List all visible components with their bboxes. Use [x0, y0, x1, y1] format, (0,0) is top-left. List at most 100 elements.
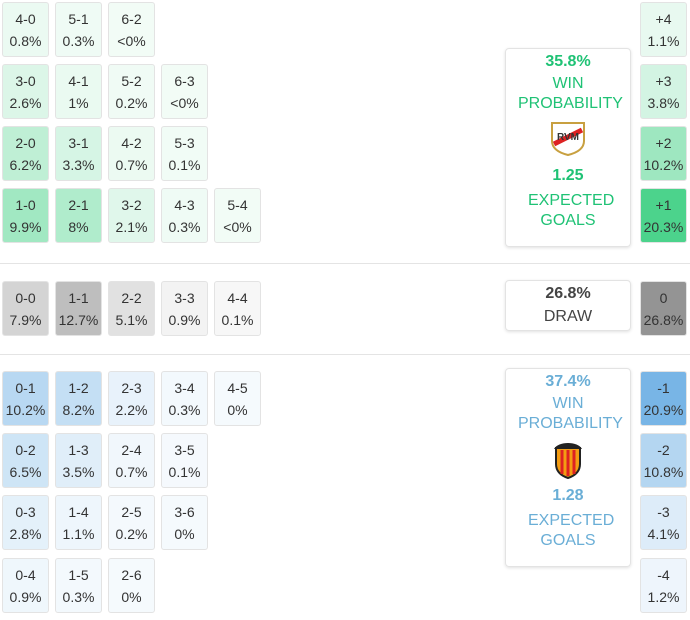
margin-cell: -4 1.2%: [640, 558, 687, 613]
label: 1-5: [68, 567, 89, 583]
score-cell: 3-4 0.3%: [161, 371, 208, 426]
label: 0-1: [15, 380, 36, 396]
label: 6-2: [121, 11, 142, 27]
label: 2-3: [121, 380, 142, 396]
score-cell: 1-1 12.7%: [55, 281, 102, 336]
away-xg: 1.28: [552, 487, 584, 504]
score-cell: 4-4 0.1%: [214, 281, 261, 336]
score-cell: 3-5 0.1%: [161, 433, 208, 488]
label: 4-0: [15, 11, 36, 27]
margin-cell: -2 10.8%: [640, 433, 687, 488]
probability: <0%: [223, 219, 252, 235]
score-cell: 1-0 9.9%: [2, 188, 49, 243]
probability: 0.3%: [62, 589, 95, 605]
draw-label: DRAW: [543, 308, 593, 325]
label: 3-5: [174, 442, 195, 458]
label: 4-5: [227, 380, 248, 396]
probability: 8.2%: [62, 402, 95, 418]
probability: 5.1%: [115, 312, 148, 328]
probability: 0.7%: [115, 157, 148, 173]
score-cell: 1-4 1.1%: [55, 495, 102, 550]
label: 4-4: [227, 290, 248, 306]
score-cell: 1-5 0.3%: [55, 558, 102, 613]
separator: [0, 263, 690, 264]
probability: 0.1%: [221, 312, 254, 328]
label: -1: [657, 380, 670, 396]
label: +1: [655, 197, 672, 213]
score-cell: 0-2 6.5%: [2, 433, 49, 488]
probability: 6.2%: [9, 157, 42, 173]
label: 1-1: [68, 290, 89, 306]
score-cell: 3-1 3.3%: [55, 126, 102, 181]
probability: 2.2%: [115, 402, 148, 418]
probability: 0.1%: [168, 464, 201, 480]
probability: 0.1%: [168, 157, 201, 173]
probability: 0.3%: [62, 33, 95, 49]
label: +3: [655, 73, 672, 89]
probability: 20.9%: [643, 402, 684, 418]
probability: <0%: [170, 95, 199, 111]
label: 1-3: [68, 442, 89, 458]
label: 6-3: [174, 73, 195, 89]
score-cell: 6-2 <0%: [108, 2, 155, 57]
probability: 0.9%: [9, 589, 42, 605]
probability: 1.1%: [647, 33, 680, 49]
probability: 2.1%: [115, 219, 148, 235]
label: 3-4: [174, 380, 195, 396]
home-label: WIN PROBABILITY: [518, 75, 623, 112]
score-cell: 5-4 <0%: [214, 188, 261, 243]
label: 2-5: [121, 504, 142, 520]
probability: 1.1%: [62, 526, 95, 542]
score-cell: 3-3 0.9%: [161, 281, 208, 336]
probability: 0%: [227, 402, 248, 418]
probability: 3.8%: [647, 95, 680, 111]
probability: 2.6%: [9, 95, 42, 111]
score-cell: 2-0 6.2%: [2, 126, 49, 181]
probability: 12.7%: [58, 312, 99, 328]
label: +4: [655, 11, 672, 27]
score-cell: 3-6 0%: [161, 495, 208, 550]
home-probability: 35.8%: [545, 53, 591, 70]
label: 5-1: [68, 11, 89, 27]
probability: <0%: [117, 33, 146, 49]
score-cell: 6-3 <0%: [161, 64, 208, 119]
draw-card: 26.8% DRAW: [505, 280, 631, 331]
score-cell: 4-3 0.3%: [161, 188, 208, 243]
label: 0: [659, 290, 668, 306]
score-cell: 1-3 3.5%: [55, 433, 102, 488]
probability: 4.1%: [647, 526, 680, 542]
label: 1-4: [68, 504, 89, 520]
away-label: WIN PROBABILITY: [518, 395, 623, 432]
score-cell: 3-0 2.6%: [2, 64, 49, 119]
probability: 9.9%: [9, 219, 42, 235]
score-cell: 2-5 0.2%: [108, 495, 155, 550]
label: 2-0: [15, 135, 36, 151]
score-cell: 4-0 0.8%: [2, 2, 49, 57]
margin-cell: +4 1.1%: [640, 2, 687, 57]
label: 3-0: [15, 73, 36, 89]
score-cell: 2-6 0%: [108, 558, 155, 613]
label: 3-1: [68, 135, 89, 151]
label: 2-4: [121, 442, 142, 458]
probability: 3.3%: [62, 157, 95, 173]
margin-cell: +1 20.3%: [640, 188, 687, 243]
score-cell: 4-1 1%: [55, 64, 102, 119]
label: 1-2: [68, 380, 89, 396]
margin-cell: +2 10.2%: [640, 126, 687, 181]
separator: [0, 354, 690, 355]
score-cell: 2-1 8%: [55, 188, 102, 243]
probability: 1%: [68, 95, 89, 111]
svg-text:RVM: RVM: [557, 132, 579, 143]
label: 2-6: [121, 567, 142, 583]
probability: 0.8%: [9, 33, 42, 49]
label: -4: [657, 567, 670, 583]
score-cell: 4-5 0%: [214, 371, 261, 426]
label: 0-4: [15, 567, 36, 583]
probability: 3.5%: [62, 464, 95, 480]
label: 1-0: [15, 197, 36, 213]
home-card: 35.8% WIN PROBABILITY RVM 1.25 EXPECTED …: [505, 48, 631, 247]
probability: 26.8%: [643, 312, 684, 328]
label: 4-3: [174, 197, 195, 213]
home-xg: 1.25: [552, 167, 584, 184]
score-cell: 0-0 7.9%: [2, 281, 49, 336]
